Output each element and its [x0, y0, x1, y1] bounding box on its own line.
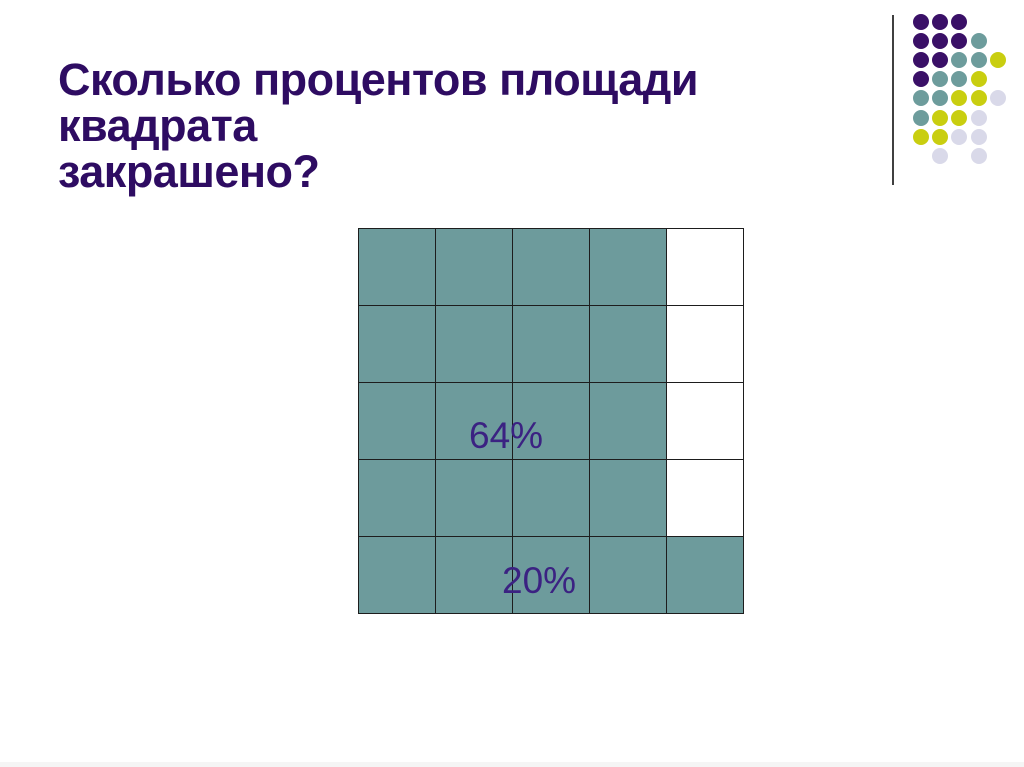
lavender-dot — [970, 128, 987, 145]
yellow-dot — [932, 109, 949, 126]
slide-title-line1: Сколько процентов площади квадрата — [58, 54, 699, 151]
shaded-cell — [590, 383, 667, 460]
square-grid — [358, 228, 744, 614]
shaded-cell — [436, 537, 513, 614]
yellow-dot — [989, 52, 1006, 69]
shaded-cell — [590, 306, 667, 383]
yellow-dot — [951, 109, 968, 126]
teal-dot — [913, 90, 929, 107]
lavender-dot — [970, 109, 987, 126]
teal-dot — [932, 71, 949, 88]
unshaded-cell — [667, 460, 744, 537]
unshaded-cell — [667, 229, 744, 306]
yellow-dot — [970, 71, 987, 88]
shaded-cell — [436, 306, 513, 383]
shaded-cell — [359, 460, 436, 537]
shaded-cell — [436, 383, 513, 460]
purple-dot — [913, 14, 929, 30]
shaded-cell — [436, 460, 513, 537]
purple-dot — [932, 52, 949, 69]
shaded-cell — [590, 229, 667, 306]
teal-dot — [951, 52, 968, 69]
shaded-cell — [513, 229, 590, 306]
teal-dot — [970, 52, 987, 69]
lavender-dot — [932, 147, 949, 164]
shaded-cell — [359, 229, 436, 306]
shaded-cell — [513, 383, 590, 460]
shaded-cell — [513, 537, 590, 614]
lavender-dot — [951, 128, 968, 145]
shaded-cell — [359, 383, 436, 460]
shaded-cell — [513, 306, 590, 383]
slide-title: Сколько процентов площади квадрата закра… — [58, 57, 898, 195]
purple-dot — [932, 33, 949, 50]
lavender-dot — [970, 147, 987, 164]
yellow-dot — [913, 128, 929, 145]
lavender-dot — [989, 90, 1006, 107]
shaded-cell — [513, 460, 590, 537]
purple-dot — [913, 52, 929, 69]
shaded-percent-label: 64% — [469, 415, 544, 456]
purple-dot — [951, 14, 968, 30]
purple-dot — [951, 33, 968, 50]
shaded-cell — [359, 537, 436, 614]
shaded-cell — [359, 306, 436, 383]
yellow-dot — [970, 90, 987, 107]
unshaded-cell — [667, 383, 744, 460]
shaded-cell — [590, 537, 667, 614]
purple-dot — [913, 71, 929, 88]
teal-dot — [932, 90, 949, 107]
shaded-cell — [436, 229, 513, 306]
slide-bottom-edge — [0, 762, 1024, 767]
slide-title-line2: закрашено? — [58, 145, 320, 197]
bottom-row-percent-label: 20% — [502, 560, 577, 601]
teal-dot — [913, 109, 929, 126]
shaded-cell — [667, 537, 744, 614]
teal-dot — [951, 71, 968, 88]
shaded-cell — [590, 460, 667, 537]
purple-dot — [913, 33, 929, 50]
teal-dot — [970, 33, 987, 50]
purple-dot — [932, 14, 949, 30]
yellow-dot — [932, 128, 949, 145]
yellow-dot — [951, 90, 968, 107]
unshaded-cell — [667, 306, 744, 383]
